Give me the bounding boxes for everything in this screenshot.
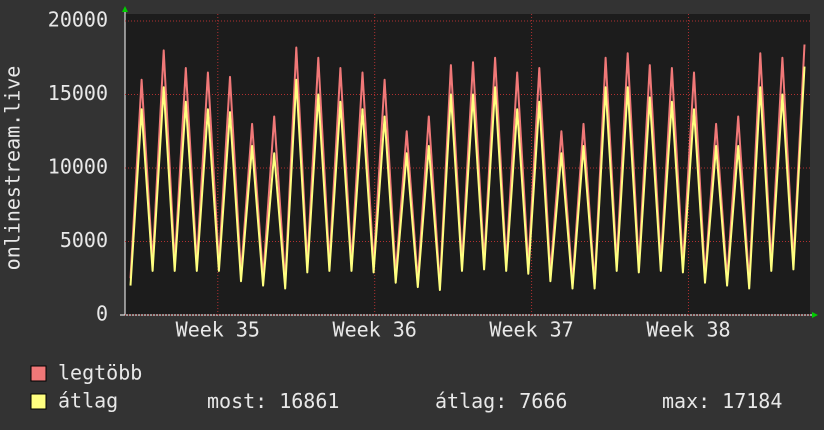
stat: átlag: 7666 [435, 389, 567, 413]
series-line [129, 66, 806, 291]
stat-label: max: [662, 389, 710, 413]
x-tick-label: Week 36 [333, 318, 417, 342]
stat-label: átlag: [435, 389, 507, 413]
y-tick-label: 20000 [48, 8, 108, 32]
stat-value: 17184 [722, 389, 782, 413]
stat: most: 16861 [207, 389, 339, 413]
legend-swatch [30, 365, 47, 382]
x-tick-label: Week 38 [646, 318, 730, 342]
axis-arrow [812, 312, 818, 318]
y-tick-label: 15000 [48, 81, 108, 105]
stat-value: 7666 [519, 389, 567, 413]
legend-label: átlag [58, 389, 118, 413]
y-tick-label: 0 [96, 302, 108, 326]
axis-arrow [122, 6, 128, 12]
stat-label: most: [207, 389, 267, 413]
stat: max: 17184 [662, 389, 782, 413]
x-tick-label: Week 37 [489, 318, 573, 342]
x-tick-label: Week 35 [176, 318, 260, 342]
y-tick-label: 10000 [48, 155, 108, 179]
stat-value: 16861 [279, 389, 339, 413]
legend-label: legtöbb [58, 361, 142, 385]
y-tick-label: 5000 [60, 228, 108, 252]
y-axis-label: onlinestream.live [1, 66, 25, 271]
legend-swatch [30, 393, 47, 410]
